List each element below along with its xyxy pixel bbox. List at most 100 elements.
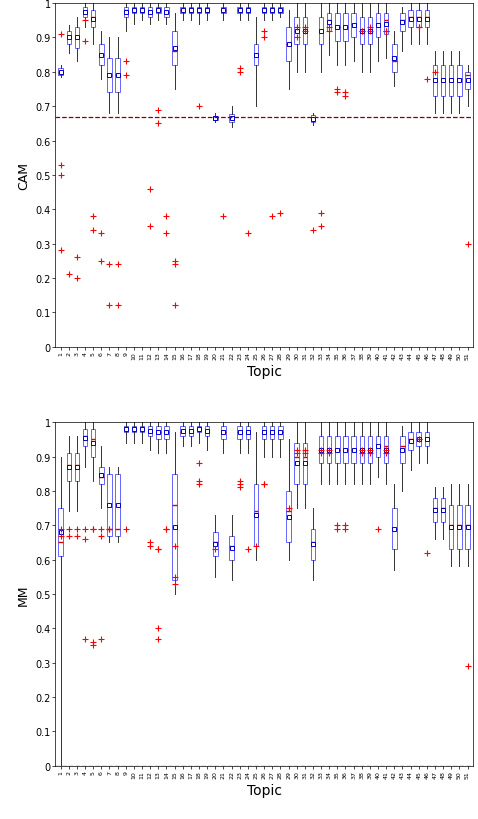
PathPatch shape (294, 443, 299, 484)
PathPatch shape (58, 509, 63, 556)
PathPatch shape (99, 468, 104, 484)
PathPatch shape (254, 484, 258, 546)
X-axis label: Topic: Topic (247, 784, 282, 798)
PathPatch shape (156, 426, 161, 440)
PathPatch shape (384, 437, 389, 464)
PathPatch shape (246, 7, 250, 15)
PathPatch shape (424, 433, 429, 446)
PathPatch shape (262, 7, 266, 15)
PathPatch shape (278, 7, 282, 15)
PathPatch shape (140, 7, 144, 15)
PathPatch shape (131, 7, 136, 15)
PathPatch shape (140, 426, 144, 433)
PathPatch shape (238, 426, 242, 440)
PathPatch shape (197, 7, 201, 15)
PathPatch shape (246, 426, 250, 440)
PathPatch shape (148, 426, 152, 437)
PathPatch shape (400, 15, 405, 32)
PathPatch shape (416, 433, 421, 446)
PathPatch shape (221, 426, 226, 440)
PathPatch shape (368, 18, 372, 45)
PathPatch shape (91, 429, 96, 457)
PathPatch shape (75, 454, 79, 481)
PathPatch shape (303, 443, 307, 484)
PathPatch shape (408, 433, 413, 450)
PathPatch shape (164, 426, 169, 440)
PathPatch shape (327, 437, 331, 464)
PathPatch shape (75, 28, 79, 48)
PathPatch shape (213, 116, 217, 120)
PathPatch shape (131, 426, 136, 433)
PathPatch shape (107, 474, 112, 536)
PathPatch shape (343, 15, 348, 42)
PathPatch shape (205, 426, 209, 437)
PathPatch shape (286, 28, 291, 62)
PathPatch shape (368, 437, 372, 464)
PathPatch shape (83, 7, 87, 18)
PathPatch shape (66, 454, 71, 481)
PathPatch shape (433, 498, 437, 523)
PathPatch shape (270, 7, 274, 15)
PathPatch shape (424, 11, 429, 28)
PathPatch shape (457, 505, 462, 550)
PathPatch shape (335, 15, 339, 42)
PathPatch shape (173, 474, 177, 581)
PathPatch shape (181, 7, 185, 15)
PathPatch shape (303, 18, 307, 45)
PathPatch shape (189, 426, 193, 437)
PathPatch shape (449, 66, 454, 97)
PathPatch shape (351, 15, 356, 38)
PathPatch shape (229, 536, 234, 560)
PathPatch shape (173, 32, 177, 66)
PathPatch shape (457, 66, 462, 97)
PathPatch shape (400, 437, 405, 464)
PathPatch shape (335, 437, 339, 464)
PathPatch shape (148, 7, 152, 18)
PathPatch shape (351, 437, 356, 464)
PathPatch shape (465, 73, 470, 90)
PathPatch shape (91, 11, 96, 28)
PathPatch shape (465, 505, 470, 550)
PathPatch shape (181, 426, 185, 437)
PathPatch shape (123, 7, 128, 18)
Y-axis label: CAM: CAM (17, 161, 30, 190)
PathPatch shape (294, 18, 299, 45)
PathPatch shape (343, 437, 348, 464)
PathPatch shape (58, 70, 63, 76)
PathPatch shape (376, 437, 380, 457)
PathPatch shape (189, 7, 193, 15)
PathPatch shape (156, 7, 161, 15)
X-axis label: Topic: Topic (247, 365, 282, 379)
PathPatch shape (115, 59, 120, 93)
Y-axis label: MM: MM (17, 583, 30, 605)
PathPatch shape (441, 66, 445, 97)
PathPatch shape (107, 59, 112, 93)
PathPatch shape (238, 7, 242, 15)
PathPatch shape (384, 15, 389, 35)
PathPatch shape (278, 426, 282, 440)
PathPatch shape (286, 491, 291, 543)
PathPatch shape (319, 437, 323, 464)
PathPatch shape (123, 426, 128, 433)
PathPatch shape (408, 11, 413, 28)
PathPatch shape (376, 15, 380, 38)
PathPatch shape (205, 7, 209, 15)
PathPatch shape (359, 18, 364, 45)
PathPatch shape (392, 45, 397, 73)
PathPatch shape (416, 11, 421, 28)
PathPatch shape (254, 45, 258, 66)
PathPatch shape (327, 15, 331, 32)
PathPatch shape (197, 426, 201, 433)
PathPatch shape (229, 115, 234, 123)
PathPatch shape (164, 7, 169, 18)
PathPatch shape (115, 474, 120, 536)
PathPatch shape (99, 45, 104, 66)
PathPatch shape (311, 116, 315, 123)
PathPatch shape (449, 505, 454, 550)
PathPatch shape (319, 18, 323, 45)
PathPatch shape (392, 509, 397, 550)
PathPatch shape (66, 32, 71, 45)
PathPatch shape (359, 437, 364, 464)
PathPatch shape (213, 532, 217, 556)
PathPatch shape (433, 66, 437, 97)
